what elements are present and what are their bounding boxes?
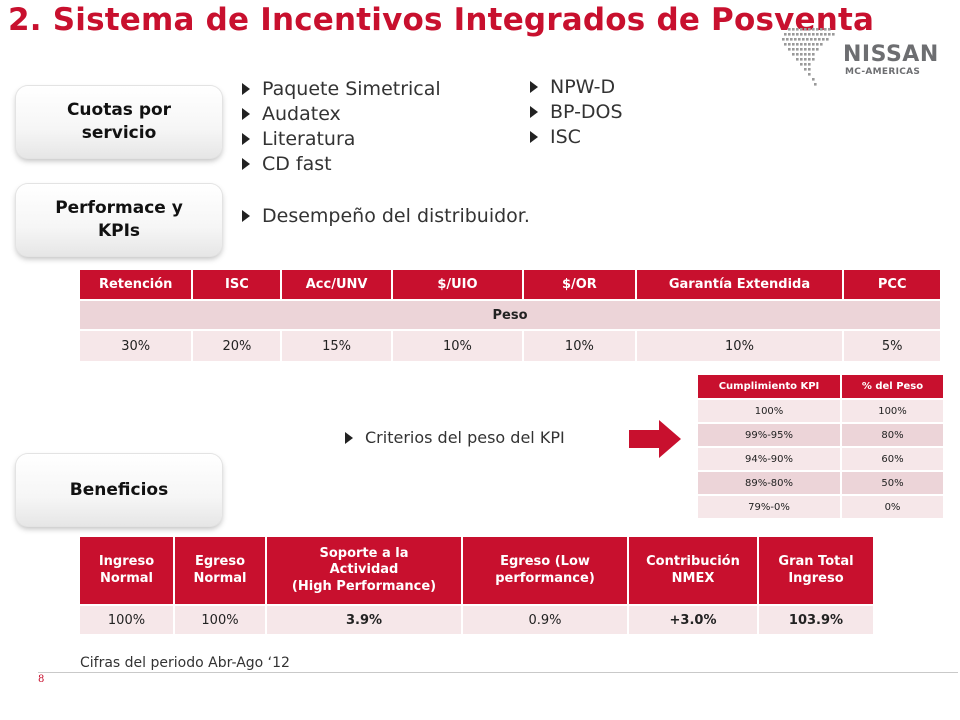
section-performance-line1: Performace y xyxy=(55,198,183,219)
table-header: ISC xyxy=(192,270,283,301)
table-header: Garantía Extendida xyxy=(635,270,845,301)
table-row: 94%-90% 60% xyxy=(698,447,945,472)
table-header-row: Retención ISC Acc/UNV $/UIO $/OR Garantí… xyxy=(80,270,942,301)
list-item: ISC xyxy=(530,124,623,149)
arrow-bullet-icon xyxy=(242,157,250,170)
benefits-table: Ingreso Normal Egreso Normal Soporte a la A… xyxy=(80,537,875,636)
table-header-row: Ingreso Normal Egreso Normal Soporte a la A… xyxy=(80,537,875,606)
table-cell: 100% xyxy=(698,399,842,424)
table-header: Ingreso Normal xyxy=(80,537,175,606)
table-header: $/OR xyxy=(523,270,637,301)
table-header: Retención xyxy=(80,270,194,301)
kpi-weights-table: Retención ISC Acc/UNV $/UIO $/OR Garantí… xyxy=(80,270,942,363)
table-row: 89%-80% 50% xyxy=(698,471,945,496)
list-item: Criterios del peso del KPI xyxy=(345,425,565,450)
cuotas-list-left: Paquete Simetrical Audatex Literatura CD… xyxy=(242,76,441,176)
list-item: Desempeño del distribuidor. xyxy=(242,203,530,228)
section-cuotas-por-servicio: Cuotas por servicio xyxy=(16,86,222,158)
table-cell: 79%-0% xyxy=(698,495,842,520)
table-row: 30% 20% 15% 10% 10% 10% 5% xyxy=(80,330,942,363)
table-cell: 0% xyxy=(841,495,945,520)
table-header: Egreso Normal xyxy=(174,537,267,606)
table-row: 100% 100% xyxy=(698,399,945,424)
section-cuotas-line1: Cuotas por xyxy=(66,100,172,121)
table-cell: 20% xyxy=(192,330,283,363)
table-row: 100% 100% 3.9% 0.9% +3.0% 103.9% xyxy=(80,605,875,636)
table-header: $/UIO xyxy=(391,270,525,301)
table-header: PCC xyxy=(843,270,942,301)
table-cell: 80% xyxy=(841,423,945,448)
table-cell: 89%-80% xyxy=(698,471,842,496)
arrow-bullet-icon xyxy=(242,132,250,145)
table-header: Cumplimiento KPI xyxy=(698,375,842,400)
list-item: NPW-D xyxy=(530,74,623,99)
period-note: Cifras del periodo Abr-Ago ‘12 xyxy=(80,655,290,671)
table-cell: 100% xyxy=(80,605,175,636)
table-cell: 94%-90% xyxy=(698,447,842,472)
section-performance-kpis: Performace y KPIs xyxy=(16,184,222,256)
performance-list: Desempeño del distribuidor. xyxy=(242,203,530,228)
nissan-logo: NISSAN MC-AMERICAS xyxy=(843,42,943,82)
section-beneficios: Beneficios xyxy=(16,454,222,526)
table-cell: 3.9% xyxy=(266,605,463,636)
arrow-bullet-icon xyxy=(530,130,538,143)
page-number: 8 xyxy=(38,674,45,685)
section-beneficios-line1: Beneficios xyxy=(69,479,169,500)
table-cell: 0.9% xyxy=(462,605,629,636)
table-row: 99%-95% 80% xyxy=(698,423,945,448)
table-cell: 30% xyxy=(80,330,194,363)
arrow-bullet-icon xyxy=(530,80,538,93)
list-item: BP-DOS xyxy=(530,99,623,124)
criterio-list: Criterios del peso del KPI xyxy=(345,425,565,450)
peso-label: Peso xyxy=(80,300,942,331)
table-header: Soporte a la Actividad (High Performance) xyxy=(266,537,463,606)
list-item: CD fast xyxy=(242,151,441,176)
logo-name: NISSAN xyxy=(843,42,939,67)
table-header: Gran Total Ingreso xyxy=(758,537,875,606)
table-cell: 50% xyxy=(841,471,945,496)
cuotas-list-right: NPW-D BP-DOS ISC xyxy=(530,74,623,149)
table-cell: 100% xyxy=(174,605,267,636)
table-header-row: Cumplimiento KPI % del Peso xyxy=(698,375,945,400)
page-title: 2. Sistema de Incentivos Integrados de P… xyxy=(8,2,875,38)
list-item: Audatex xyxy=(242,101,441,126)
section-performance-line2: KPIs xyxy=(97,221,141,241)
table-row: 79%-0% 0% xyxy=(698,495,945,520)
arrow-bullet-icon xyxy=(242,82,250,95)
kpi-criteria-table: Cumplimiento KPI % del Peso 100% 100% 99… xyxy=(698,375,945,520)
table-cell: 103.9% xyxy=(758,605,875,636)
table-header: Acc/UNV xyxy=(281,270,393,301)
arrow-bullet-icon xyxy=(242,107,250,120)
list-item: Paquete Simetrical xyxy=(242,76,441,101)
arrow-bullet-icon xyxy=(530,105,538,118)
table-row: Peso xyxy=(80,300,942,331)
footer-divider xyxy=(38,672,958,673)
table-cell: +3.0% xyxy=(628,605,759,636)
table-cell: 10% xyxy=(391,330,525,363)
table-cell: 15% xyxy=(281,330,393,363)
table-cell: 10% xyxy=(523,330,637,363)
section-cuotas-line2: servicio xyxy=(81,123,157,143)
arrow-bullet-icon xyxy=(345,431,353,444)
table-cell: 60% xyxy=(841,447,945,472)
table-cell: 10% xyxy=(635,330,845,363)
table-header: Egreso (Low performance) xyxy=(462,537,629,606)
table-cell: 99%-95% xyxy=(698,423,842,448)
right-arrow-icon xyxy=(629,420,681,458)
table-header: % del Peso xyxy=(841,375,945,400)
list-item: Literatura xyxy=(242,126,441,151)
table-cell: 5% xyxy=(843,330,942,363)
table-header: Contribución NMEX xyxy=(628,537,759,606)
americas-map-graphic xyxy=(782,28,835,86)
logo-subtitle: MC-AMERICAS xyxy=(845,67,921,77)
table-cell: 100% xyxy=(841,399,945,424)
arrow-bullet-icon xyxy=(242,209,250,222)
